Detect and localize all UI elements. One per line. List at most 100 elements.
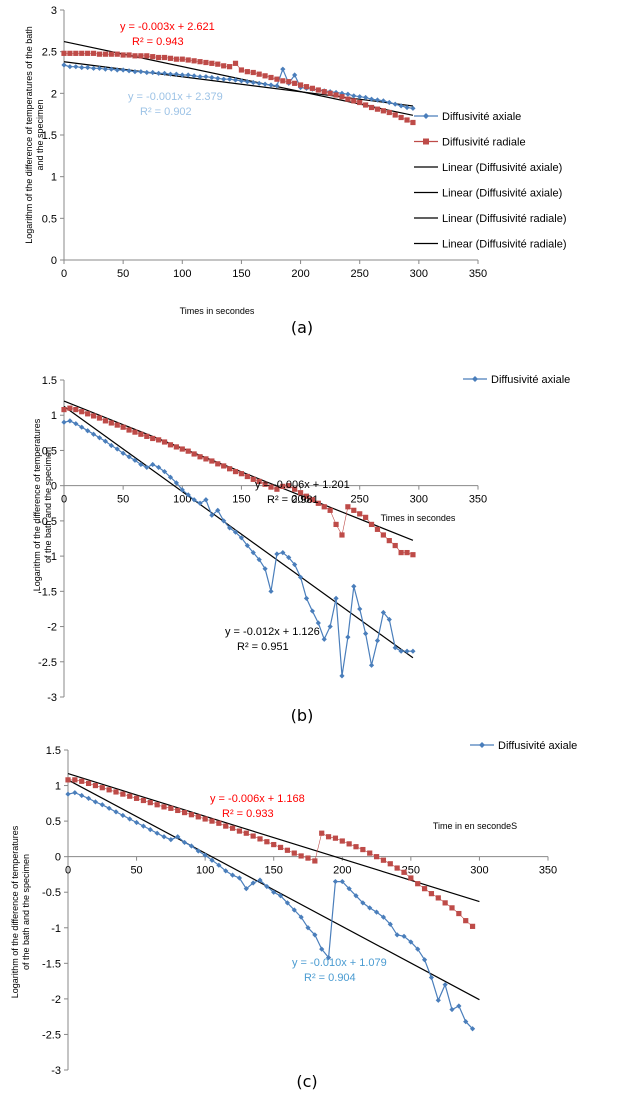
data-point-axial xyxy=(72,790,78,796)
data-point-radial xyxy=(345,96,351,102)
x-tick-label: 350 xyxy=(469,494,487,506)
data-point-radial xyxy=(209,818,215,824)
data-point-radial xyxy=(133,795,140,801)
data-point-radial xyxy=(175,807,181,814)
data-point-axial xyxy=(185,492,191,498)
data-point-radial xyxy=(102,418,108,424)
y-tick-label: 0.5 xyxy=(46,816,61,828)
x-tick-label: 100 xyxy=(173,268,191,280)
data-point-radial xyxy=(185,448,191,454)
data-point-radial xyxy=(280,483,286,489)
data-point-radial xyxy=(120,424,126,430)
data-point-radial xyxy=(357,99,363,106)
y-tick-label: -2 xyxy=(47,622,57,634)
data-point-radial xyxy=(120,791,126,797)
data-point-radial xyxy=(449,905,455,911)
data-point-radial xyxy=(257,836,263,842)
panel-caption: (c) xyxy=(296,1072,317,1091)
data-point-radial xyxy=(67,405,73,411)
y-axis-label: Logarithm of the difference of temperatu… xyxy=(10,825,31,998)
data-point-axial xyxy=(108,442,114,449)
data-point-radial xyxy=(92,782,99,789)
data-point-axial xyxy=(90,65,97,71)
data-point-radial xyxy=(243,830,249,836)
data-point-radial xyxy=(108,420,114,426)
data-point-axial xyxy=(203,74,209,80)
data-point-axial xyxy=(191,73,197,79)
data-point-axial xyxy=(332,878,339,885)
legend-entry: Diffusivité axiale xyxy=(491,374,570,386)
data-point-radial xyxy=(238,67,245,73)
data-point-radial xyxy=(96,51,103,57)
data-point-radial xyxy=(161,439,168,445)
series-line-radial xyxy=(64,52,414,123)
data-point-axial xyxy=(65,791,71,797)
x-tick-label: 50 xyxy=(117,268,129,280)
data-point-axial xyxy=(380,609,386,616)
data-point-axial xyxy=(168,837,174,843)
data-point-radial xyxy=(79,409,85,415)
x-tick-label: 300 xyxy=(470,865,488,877)
data-point-axial xyxy=(161,468,168,475)
data-point-axial xyxy=(73,421,79,427)
y-tick-label: 0 xyxy=(51,255,57,267)
data-point-axial xyxy=(197,500,203,506)
y-tick-label: -0.5 xyxy=(38,516,57,528)
data-point-radial xyxy=(264,839,270,845)
y-tick-label: 0 xyxy=(51,481,57,493)
data-point-radial xyxy=(227,64,233,70)
data-point-axial xyxy=(380,98,386,104)
data-point-radial xyxy=(127,793,133,799)
data-point-radial xyxy=(209,458,215,464)
data-point-radial xyxy=(469,923,476,929)
y-tick-label: 1 xyxy=(51,172,57,184)
x-axis-label: Times in secondes xyxy=(180,306,255,316)
data-point-radial xyxy=(286,79,292,85)
x-axis-label: Times in secondes xyxy=(381,513,456,523)
data-point-radial xyxy=(321,89,327,95)
data-point-radial xyxy=(360,846,366,853)
data-point-radial xyxy=(380,857,387,863)
data-point-axial xyxy=(262,81,268,87)
data-point-radial xyxy=(351,507,357,513)
data-point-radial xyxy=(386,109,392,116)
data-point-axial xyxy=(147,827,153,833)
data-point-axial xyxy=(102,66,108,72)
trendline-1 xyxy=(63,400,414,541)
data-point-radial xyxy=(140,797,147,804)
data-point-axial xyxy=(394,932,400,938)
data-point-radial xyxy=(150,54,156,60)
data-point-radial xyxy=(357,511,363,517)
trendline-equation: y = -0.006x + 1.201 xyxy=(255,479,350,491)
x-tick-label: 300 xyxy=(410,494,428,506)
series-line-axial xyxy=(67,792,474,1030)
data-point-radial xyxy=(268,74,274,81)
data-point-axial xyxy=(179,72,185,78)
y-tick-label: 1.5 xyxy=(42,375,57,387)
data-point-radial xyxy=(398,114,404,121)
data-point-axial xyxy=(373,909,380,915)
data-point-axial xyxy=(67,418,73,424)
chart-panel-2: -3-2.5-2-1.5-1-0.500.511.50 50 100 150 200 25… xyxy=(32,374,570,725)
data-point-axial xyxy=(351,93,357,99)
data-point-axial xyxy=(387,921,393,927)
data-point-radial xyxy=(309,497,315,503)
data-point-axial xyxy=(421,957,428,963)
data-point-axial xyxy=(268,588,274,594)
x-tick-label: 150 xyxy=(232,494,250,506)
data-point-axial xyxy=(327,623,333,630)
data-point-axial xyxy=(173,480,179,486)
data-point-axial xyxy=(303,595,310,601)
data-point-radial xyxy=(373,854,380,860)
legend-entry: Linear (Diffusivité radiale) xyxy=(442,213,567,225)
data-point-radial xyxy=(232,60,239,66)
data-point-axial xyxy=(120,67,126,73)
data-point-radial xyxy=(113,789,119,795)
data-point-axial xyxy=(67,64,73,70)
legend: Diffusivité axiale Diffusivité radiale Lin… xyxy=(414,111,567,251)
data-point-axial xyxy=(236,875,243,881)
y-tick-label: 1 xyxy=(51,410,57,422)
data-point-radial xyxy=(132,429,138,435)
data-point-radial xyxy=(150,435,156,442)
data-point-radial xyxy=(216,820,222,826)
